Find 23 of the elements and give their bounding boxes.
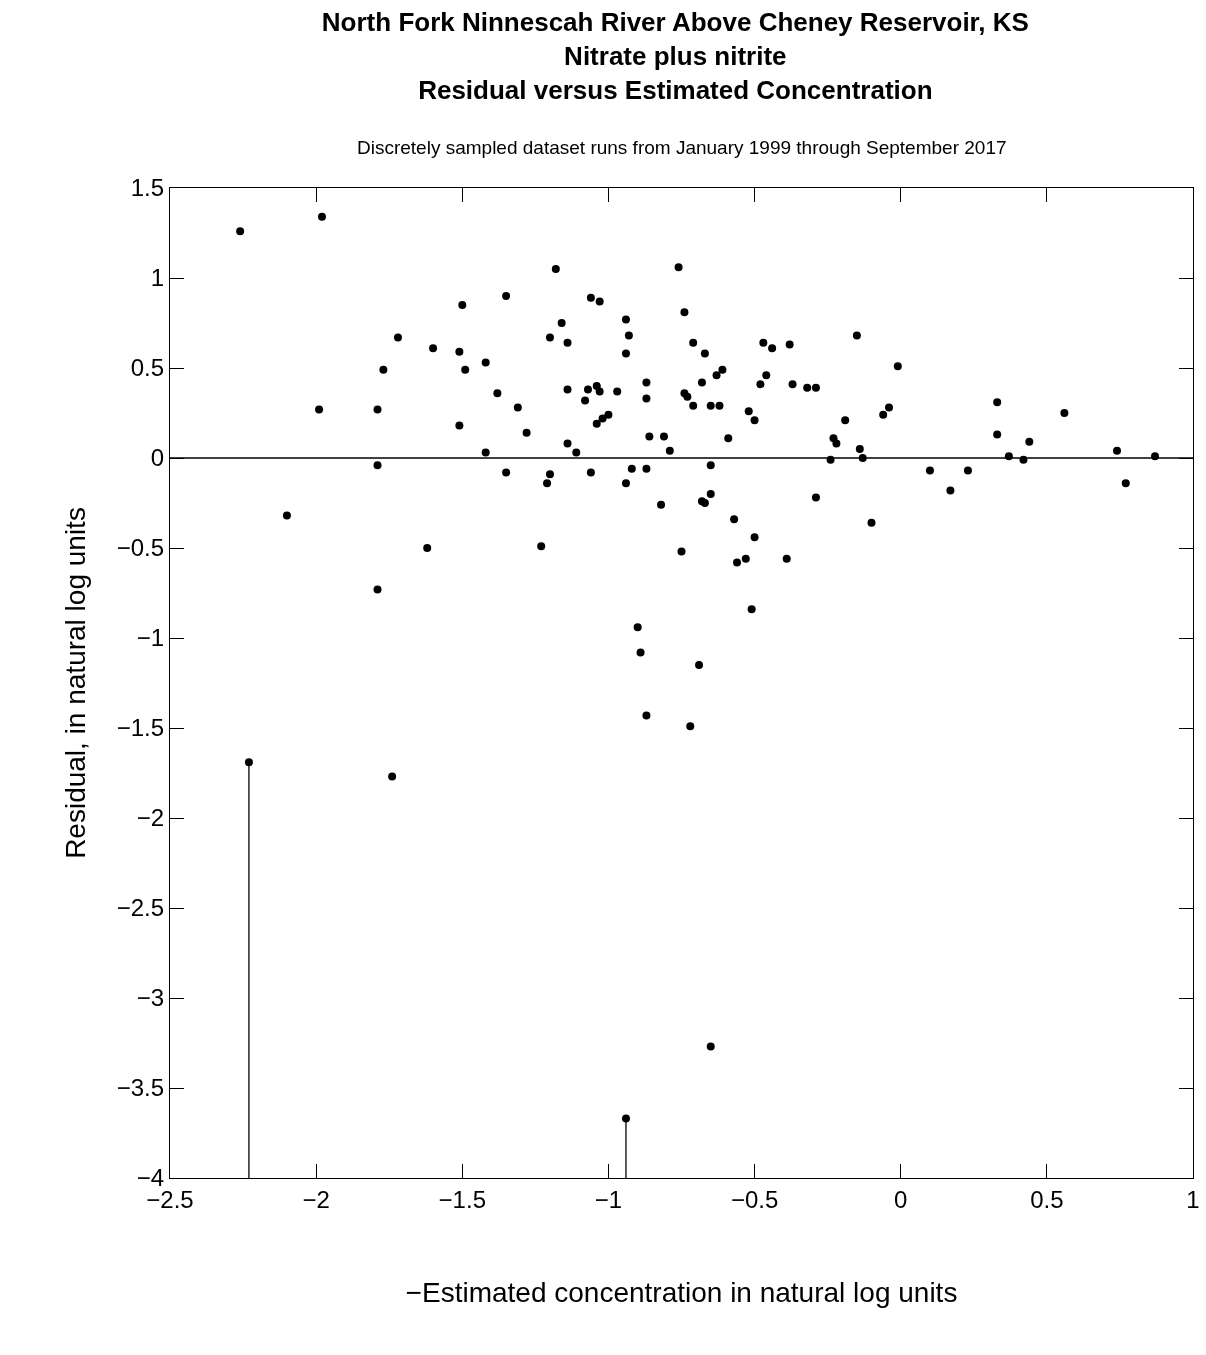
y-tick-label: 0.5: [130, 354, 165, 382]
x-tick-label: −1: [594, 1185, 623, 1213]
y-tick-label: −1.5: [116, 714, 165, 742]
y-tick-label: −3: [136, 984, 165, 1012]
chart-subtitle: Discretely sampled dataset runs from January 1999 through September 2017: [357, 137, 1007, 158]
y-tick-label: −2: [136, 804, 165, 832]
x-tick-label: 1: [1186, 1185, 1200, 1213]
x-tick-label: −0.5: [730, 1185, 779, 1213]
x-tick-label: −2: [302, 1185, 330, 1213]
y-tick-label: 0: [150, 444, 165, 472]
y-tick-label: −4: [136, 1164, 165, 1192]
y-tick-label: −0.5: [116, 534, 165, 562]
y-tick-label: −3.5: [116, 1074, 165, 1102]
y-axis-title: Residual, in natural log units: [60, 507, 92, 859]
y-tick-label: 1: [150, 264, 165, 292]
chart-title: North Fork Ninnescah River Above Cheney Reservoir, KS Nitrate plus nitrite Residual versus Estimated Concentration: [321, 7, 1029, 105]
y-tick-label: 1.5: [130, 174, 165, 202]
x-axis-title: −Estimated concentration in natural log units: [405, 1277, 958, 1309]
x-tick-label: −1.5: [438, 1185, 486, 1213]
y-tick-label: −2.5: [116, 894, 165, 922]
y-tick-label: −1: [136, 624, 165, 652]
x-tick-label: 0.5: [1030, 1185, 1064, 1213]
x-tick-label: 0: [894, 1185, 908, 1213]
